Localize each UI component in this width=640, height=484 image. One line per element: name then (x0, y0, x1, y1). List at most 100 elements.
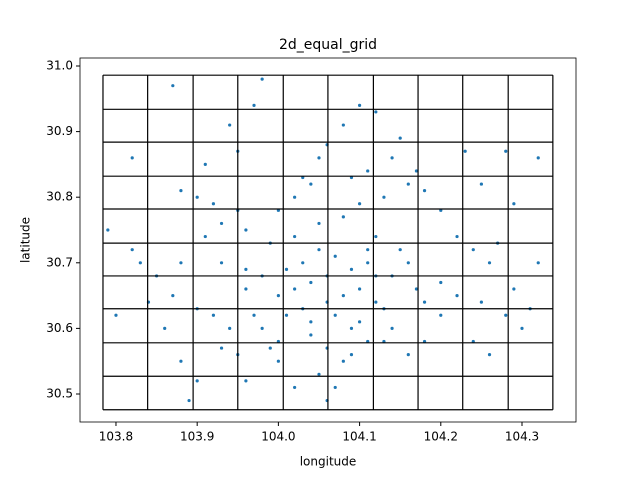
point (341, 215, 345, 219)
point (390, 156, 394, 160)
x-tick-label: 104.0 (261, 430, 295, 444)
point (471, 248, 475, 252)
y-tick-label: 31.0 (46, 59, 73, 73)
point (260, 77, 264, 81)
point (504, 149, 508, 153)
point (374, 234, 378, 239)
point (195, 379, 199, 383)
point (406, 353, 410, 357)
point (195, 195, 199, 199)
point (219, 261, 224, 265)
point (333, 313, 337, 317)
point (244, 228, 248, 232)
point (333, 385, 337, 390)
x-tick-label: 104.2 (424, 430, 458, 444)
point (422, 189, 427, 193)
point (422, 300, 427, 304)
point (293, 385, 297, 390)
x-tick-label: 104.3 (505, 430, 539, 444)
point (317, 221, 321, 226)
point (487, 261, 492, 265)
point (374, 300, 378, 304)
point (130, 156, 134, 160)
point (536, 156, 540, 160)
y-tick-label: 30.9 (46, 124, 73, 138)
point (406, 182, 410, 186)
point (309, 333, 313, 337)
point (439, 280, 443, 285)
point (114, 313, 118, 317)
point (309, 280, 313, 285)
point (276, 293, 280, 298)
point (244, 287, 248, 291)
y-tick-label: 30.6 (46, 321, 73, 335)
point (317, 372, 321, 376)
point (179, 261, 183, 265)
point (268, 346, 272, 350)
point (138, 261, 142, 265)
point (349, 326, 354, 330)
point (366, 261, 370, 265)
point (357, 287, 362, 291)
point (374, 110, 378, 114)
y-tick-label: 30.5 (46, 386, 73, 400)
y-tick-label: 30.8 (46, 190, 73, 204)
point (252, 103, 256, 107)
point (293, 195, 297, 199)
point (366, 248, 370, 252)
point (203, 162, 207, 166)
point (512, 287, 516, 291)
point (284, 267, 289, 271)
point (341, 293, 345, 298)
y-tick-label: 30.7 (46, 255, 73, 269)
point (228, 123, 232, 127)
point (219, 221, 224, 226)
point (463, 149, 467, 153)
point (106, 228, 110, 232)
point (357, 103, 362, 107)
point (341, 123, 345, 127)
point (390, 326, 394, 330)
point (171, 84, 175, 88)
x-axis-label: longitude (300, 455, 357, 469)
point (130, 248, 134, 252)
point (228, 326, 232, 330)
x-tick-label: 104.1 (342, 430, 376, 444)
point (479, 182, 483, 186)
point (398, 136, 402, 140)
point (309, 320, 313, 324)
point (366, 169, 370, 173)
point (293, 234, 297, 239)
point (179, 189, 183, 193)
point (219, 346, 224, 350)
x-tick-label: 103.9 (180, 430, 214, 444)
point (211, 313, 216, 317)
chart-title: 2d_equal_grid (279, 37, 377, 53)
point (349, 353, 354, 357)
point (414, 287, 419, 291)
point (512, 202, 516, 206)
point (309, 182, 313, 186)
point (163, 326, 167, 330)
point (317, 248, 321, 252)
point (406, 261, 410, 265)
point (349, 267, 354, 271)
point (357, 320, 362, 324)
point (260, 326, 264, 330)
point (187, 398, 191, 403)
point (520, 326, 524, 330)
plot-frame (79, 57, 577, 423)
point (487, 353, 492, 357)
point (293, 287, 297, 291)
point (536, 261, 540, 265)
point (244, 379, 248, 383)
point (398, 248, 402, 252)
point (301, 261, 305, 265)
point (276, 359, 280, 363)
point (179, 359, 183, 363)
point (341, 359, 345, 363)
point (252, 313, 256, 317)
point (455, 293, 459, 298)
point (203, 234, 207, 239)
